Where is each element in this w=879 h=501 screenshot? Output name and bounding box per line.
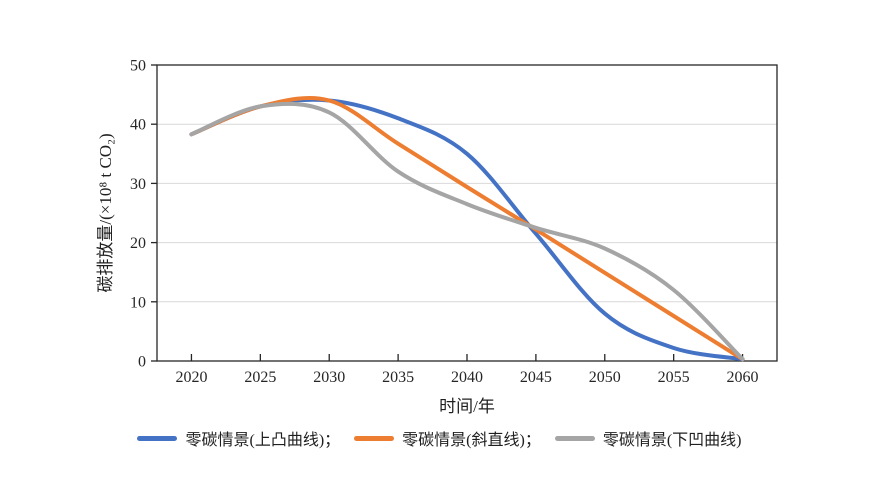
legend-item-2: 零碳情景(下凹曲线) — [554, 426, 742, 450]
y-tick-label-10: 10 — [130, 294, 146, 311]
x-tick-label-2060: 2060 — [727, 369, 759, 386]
y-tick-label-0: 0 — [138, 354, 146, 371]
x-tick-label-2020: 2020 — [175, 369, 207, 386]
x-tick-label-2045: 2045 — [520, 369, 552, 386]
legend-label-1: 零碳情景(斜直线)； — [402, 432, 541, 449]
x-tick-label-2035: 2035 — [382, 369, 414, 386]
legend-item-0: 零碳情景(上凸曲线)； — [137, 426, 340, 450]
legend-swatch-2 — [554, 435, 595, 441]
legend-swatch-0 — [137, 435, 178, 441]
y-axis-title: 碳排放量/(×10⁸ t CO₂) — [96, 133, 115, 292]
legend-item-1: 零碳情景(斜直线)； — [354, 426, 541, 450]
y-tick-label-40: 40 — [130, 117, 146, 134]
x-axis-title: 时间/年 — [439, 397, 495, 416]
series-line-1 — [189, 96, 745, 362]
legend-label-2: 零碳情景(下凹曲线) — [602, 432, 742, 449]
x-tick-label-2025: 2025 — [244, 369, 276, 386]
x-tick-label-2055: 2055 — [658, 369, 690, 386]
legend-swatch-1 — [354, 435, 395, 441]
legend-label-0: 零碳情景(上凸曲线)； — [185, 432, 341, 449]
chart-legend: 零碳情景(上凸曲线)； 零碳情景(斜直线)； 零碳情景(下凹曲线) — [0, 426, 879, 450]
series-line-0 — [189, 97, 745, 362]
x-tick-label-2040: 2040 — [451, 369, 483, 386]
y-tick-label-20: 20 — [130, 235, 146, 252]
series-line-2 — [189, 101, 745, 362]
x-tick-label-2050: 2050 — [589, 369, 621, 386]
x-tick-label-2030: 2030 — [313, 369, 345, 386]
y-tick-label-50: 50 — [130, 58, 146, 75]
y-tick-label-30: 30 — [130, 176, 146, 193]
